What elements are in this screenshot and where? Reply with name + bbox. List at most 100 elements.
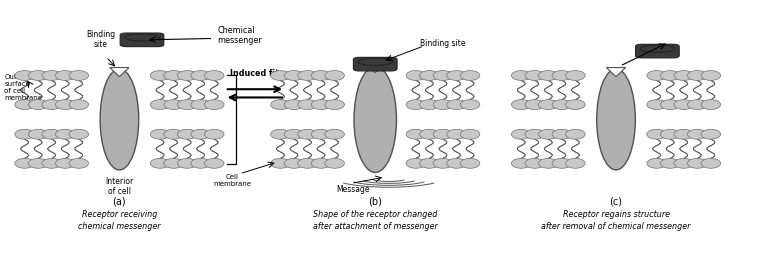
Ellipse shape xyxy=(460,71,480,80)
Text: Receptor regains structure
after removal of chemical messenger: Receptor regains structure after removal… xyxy=(541,210,691,231)
Ellipse shape xyxy=(538,100,558,109)
Ellipse shape xyxy=(688,71,707,80)
Text: Interior
of cell: Interior of cell xyxy=(105,177,133,197)
Ellipse shape xyxy=(69,129,89,139)
Ellipse shape xyxy=(358,58,393,66)
Ellipse shape xyxy=(674,100,694,109)
Ellipse shape xyxy=(674,129,694,139)
Ellipse shape xyxy=(284,158,304,168)
Text: Outer
surface
of cell
membrane: Outer surface of cell membrane xyxy=(5,74,42,101)
Ellipse shape xyxy=(552,100,572,109)
Ellipse shape xyxy=(674,158,694,168)
Ellipse shape xyxy=(69,71,89,80)
Ellipse shape xyxy=(446,158,466,168)
Ellipse shape xyxy=(298,71,318,80)
Ellipse shape xyxy=(177,129,197,139)
Ellipse shape xyxy=(42,158,61,168)
FancyBboxPatch shape xyxy=(121,33,164,47)
Ellipse shape xyxy=(433,158,453,168)
Ellipse shape xyxy=(28,158,48,168)
Ellipse shape xyxy=(55,71,75,80)
Ellipse shape xyxy=(177,158,197,168)
Ellipse shape xyxy=(660,71,680,80)
Ellipse shape xyxy=(525,71,544,80)
Ellipse shape xyxy=(420,158,439,168)
Ellipse shape xyxy=(15,100,34,109)
Ellipse shape xyxy=(284,129,304,139)
Ellipse shape xyxy=(271,158,290,168)
Ellipse shape xyxy=(325,129,344,139)
Ellipse shape xyxy=(271,100,290,109)
Ellipse shape xyxy=(688,129,707,139)
FancyBboxPatch shape xyxy=(353,57,397,71)
Ellipse shape xyxy=(597,69,635,170)
Ellipse shape xyxy=(205,129,224,139)
Ellipse shape xyxy=(284,71,304,80)
Ellipse shape xyxy=(164,71,183,80)
Ellipse shape xyxy=(406,158,426,168)
Ellipse shape xyxy=(433,129,453,139)
Ellipse shape xyxy=(150,158,170,168)
Ellipse shape xyxy=(647,129,666,139)
Ellipse shape xyxy=(460,100,480,109)
Ellipse shape xyxy=(15,158,34,168)
Ellipse shape xyxy=(55,129,75,139)
PathPatch shape xyxy=(606,67,625,77)
Ellipse shape xyxy=(150,100,170,109)
Ellipse shape xyxy=(538,158,558,168)
Ellipse shape xyxy=(460,158,480,168)
Ellipse shape xyxy=(688,100,707,109)
Ellipse shape xyxy=(298,100,318,109)
Ellipse shape xyxy=(325,71,344,80)
Ellipse shape xyxy=(312,100,330,109)
Ellipse shape xyxy=(460,129,480,139)
Ellipse shape xyxy=(701,100,721,109)
PathPatch shape xyxy=(110,67,129,77)
Ellipse shape xyxy=(298,129,318,139)
Ellipse shape xyxy=(406,100,426,109)
Ellipse shape xyxy=(565,158,585,168)
Ellipse shape xyxy=(525,100,544,109)
Ellipse shape xyxy=(164,100,183,109)
Ellipse shape xyxy=(191,158,211,168)
Ellipse shape xyxy=(701,71,721,80)
Ellipse shape xyxy=(100,69,139,170)
Ellipse shape xyxy=(565,129,585,139)
Ellipse shape xyxy=(15,129,34,139)
Ellipse shape xyxy=(55,100,75,109)
Ellipse shape xyxy=(55,158,75,168)
Ellipse shape xyxy=(69,100,89,109)
Ellipse shape xyxy=(191,129,211,139)
Ellipse shape xyxy=(406,129,426,139)
Text: Cell
membrane: Cell membrane xyxy=(213,174,251,187)
Ellipse shape xyxy=(433,71,453,80)
Text: (c): (c) xyxy=(609,196,622,206)
Ellipse shape xyxy=(688,158,707,168)
Ellipse shape xyxy=(205,158,224,168)
PathPatch shape xyxy=(365,65,386,73)
Ellipse shape xyxy=(446,100,466,109)
Ellipse shape xyxy=(552,129,572,139)
Ellipse shape xyxy=(28,71,48,80)
Ellipse shape xyxy=(312,158,330,168)
Ellipse shape xyxy=(164,129,183,139)
Ellipse shape xyxy=(361,67,390,70)
Ellipse shape xyxy=(42,71,61,80)
Ellipse shape xyxy=(644,54,672,57)
Ellipse shape xyxy=(420,71,439,80)
Text: (b): (b) xyxy=(368,196,382,206)
FancyBboxPatch shape xyxy=(636,44,679,58)
Ellipse shape xyxy=(647,158,666,168)
Ellipse shape xyxy=(271,71,290,80)
Ellipse shape xyxy=(128,42,156,46)
Ellipse shape xyxy=(325,100,344,109)
Ellipse shape xyxy=(191,71,211,80)
Ellipse shape xyxy=(312,129,330,139)
Ellipse shape xyxy=(674,71,694,80)
Ellipse shape xyxy=(284,100,304,109)
Ellipse shape xyxy=(150,71,170,80)
Ellipse shape xyxy=(525,158,544,168)
Ellipse shape xyxy=(512,71,531,80)
Ellipse shape xyxy=(205,100,224,109)
Ellipse shape xyxy=(446,129,466,139)
